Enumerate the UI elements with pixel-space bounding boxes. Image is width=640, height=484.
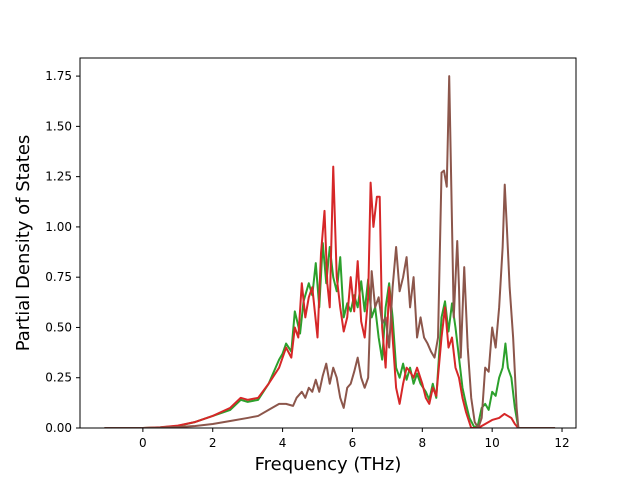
x-tick-label: 6 <box>349 436 357 450</box>
x-axis: 0 2 4 6 8 10 12 <box>139 428 570 450</box>
series-line-2 <box>104 165 556 428</box>
y-tick-label: 0.75 <box>45 270 72 284</box>
y-tick-label: 0.50 <box>45 320 72 334</box>
x-tick-label: 12 <box>554 436 569 450</box>
x-tick-label: 0 <box>139 436 147 450</box>
y-axis: 0.00 0.25 0.50 0.75 1.00 1.25 1.50 1.75 <box>45 69 80 435</box>
y-tick-label: 1.25 <box>45 170 72 184</box>
series-line-3 <box>104 75 556 428</box>
series-layer <box>104 75 556 428</box>
x-axis-label: Frequency (THz) <box>255 454 402 475</box>
x-tick-label: 4 <box>279 436 287 450</box>
y-tick-label: 1.00 <box>45 220 72 234</box>
y-tick-label: 1.75 <box>45 69 72 83</box>
y-axis-label: Partial Density of States <box>13 135 34 352</box>
x-tick-label: 8 <box>418 436 426 450</box>
series-line-1 <box>104 242 556 428</box>
x-tick-label: 2 <box>209 436 217 450</box>
y-tick-label: 1.50 <box>45 119 72 133</box>
y-tick-label: 0.00 <box>45 421 72 435</box>
plot-area-frame <box>79 57 577 429</box>
y-tick-label: 0.25 <box>45 371 72 385</box>
x-tick-label: 10 <box>485 436 500 450</box>
